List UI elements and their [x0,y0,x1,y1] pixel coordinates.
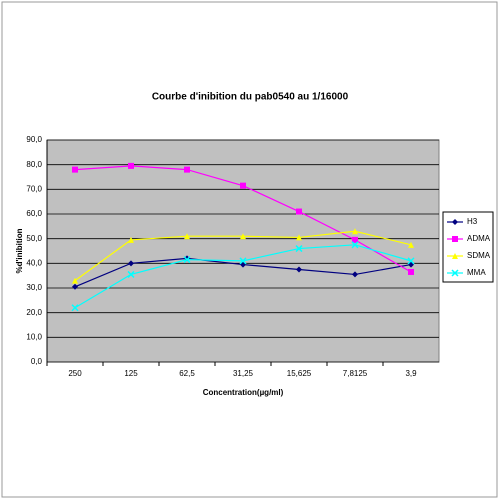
legend-label: SDMA [467,251,491,260]
marker [296,234,302,241]
y-tick-label: 30,0 [26,283,42,292]
marker [128,162,134,169]
marker [452,236,458,242]
marker [351,241,359,249]
marker [72,283,78,290]
marker [127,270,135,278]
marker [451,269,459,277]
y-tick-label: 10,0 [26,332,42,341]
marker [128,236,134,243]
marker [72,166,78,173]
y-tick-label: 20,0 [26,308,42,317]
marker [296,266,302,273]
y-tick-label: 70,0 [26,184,42,193]
legend-label: MMA [467,268,486,277]
marker [72,277,78,284]
marker [296,208,302,215]
plot-area [46,139,440,363]
legend-box [442,211,494,283]
marker [452,219,458,225]
marker [408,268,414,275]
marker [407,257,415,265]
marker [352,236,358,243]
marker [183,256,191,264]
marker [71,304,79,312]
marker [128,260,134,267]
y-axis-label: %d'inibition [15,228,24,273]
marker [184,233,190,240]
y-tick-label: 80,0 [26,160,42,169]
marker [352,271,358,278]
x-tick-label: 15,625 [287,369,312,378]
marker [408,241,414,248]
marker [240,233,246,240]
x-tick-label: 31,25 [233,369,254,378]
marker [239,257,247,265]
x-tick-label: 62,5 [179,369,195,378]
y-tick-label: 60,0 [26,209,42,218]
y-tick-label: 0,0 [31,357,43,366]
x-tick-label: 7,8125 [343,369,368,378]
marker [352,228,358,235]
marker [295,245,303,253]
x-axis-label: Concentration(µg/ml) [203,388,284,397]
y-tick-label: 50,0 [26,234,42,243]
x-tick-label: 250 [68,369,82,378]
legend-label: ADMA [467,234,491,243]
marker [240,182,246,189]
marker [184,166,190,173]
marker [452,253,458,259]
y-tick-label: 40,0 [26,258,42,267]
chart-title: Courbe d'inibition du pab0540 au 1/16000 [152,92,349,103]
x-tick-label: 3,9 [405,369,417,378]
legend-label: H3 [467,217,478,226]
x-tick-label: 125 [124,369,138,378]
y-tick-label: 90,0 [26,135,42,144]
